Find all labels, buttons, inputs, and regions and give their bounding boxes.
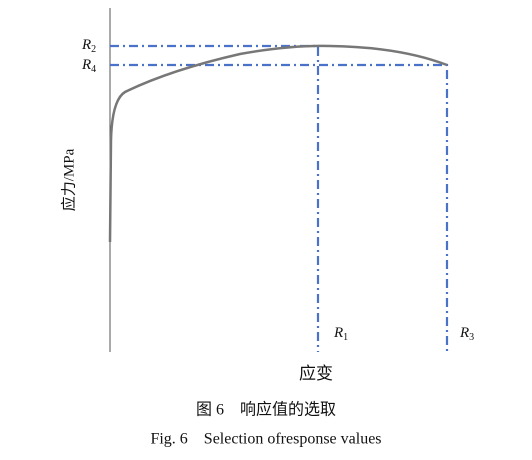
label-part: 1 (343, 332, 348, 343)
label-part: R (333, 325, 343, 341)
guide-r4-r3 (110, 63, 449, 352)
r3-label: R3 (459, 325, 474, 343)
x-axis-label: 应变 (299, 364, 333, 383)
caption-cn: 图 6 响应值的选取 (196, 400, 336, 419)
guide-r2-r1 (110, 44, 320, 352)
caption-en: Fig. 6 Selection ofresponse values (150, 431, 381, 448)
r2-label: R2 (81, 37, 96, 55)
label-part: R (459, 325, 469, 341)
label-part: 4 (91, 64, 96, 75)
y-axis-label: 应力/MPa (59, 148, 77, 211)
r1-label: R1 (333, 325, 348, 343)
r4-label: R4 (81, 57, 96, 75)
label-part: R (81, 57, 91, 73)
label-part: 3 (469, 332, 474, 343)
label-part: 2 (91, 44, 96, 55)
label-part: R (81, 37, 91, 53)
stress-curve (108, 44, 448, 243)
